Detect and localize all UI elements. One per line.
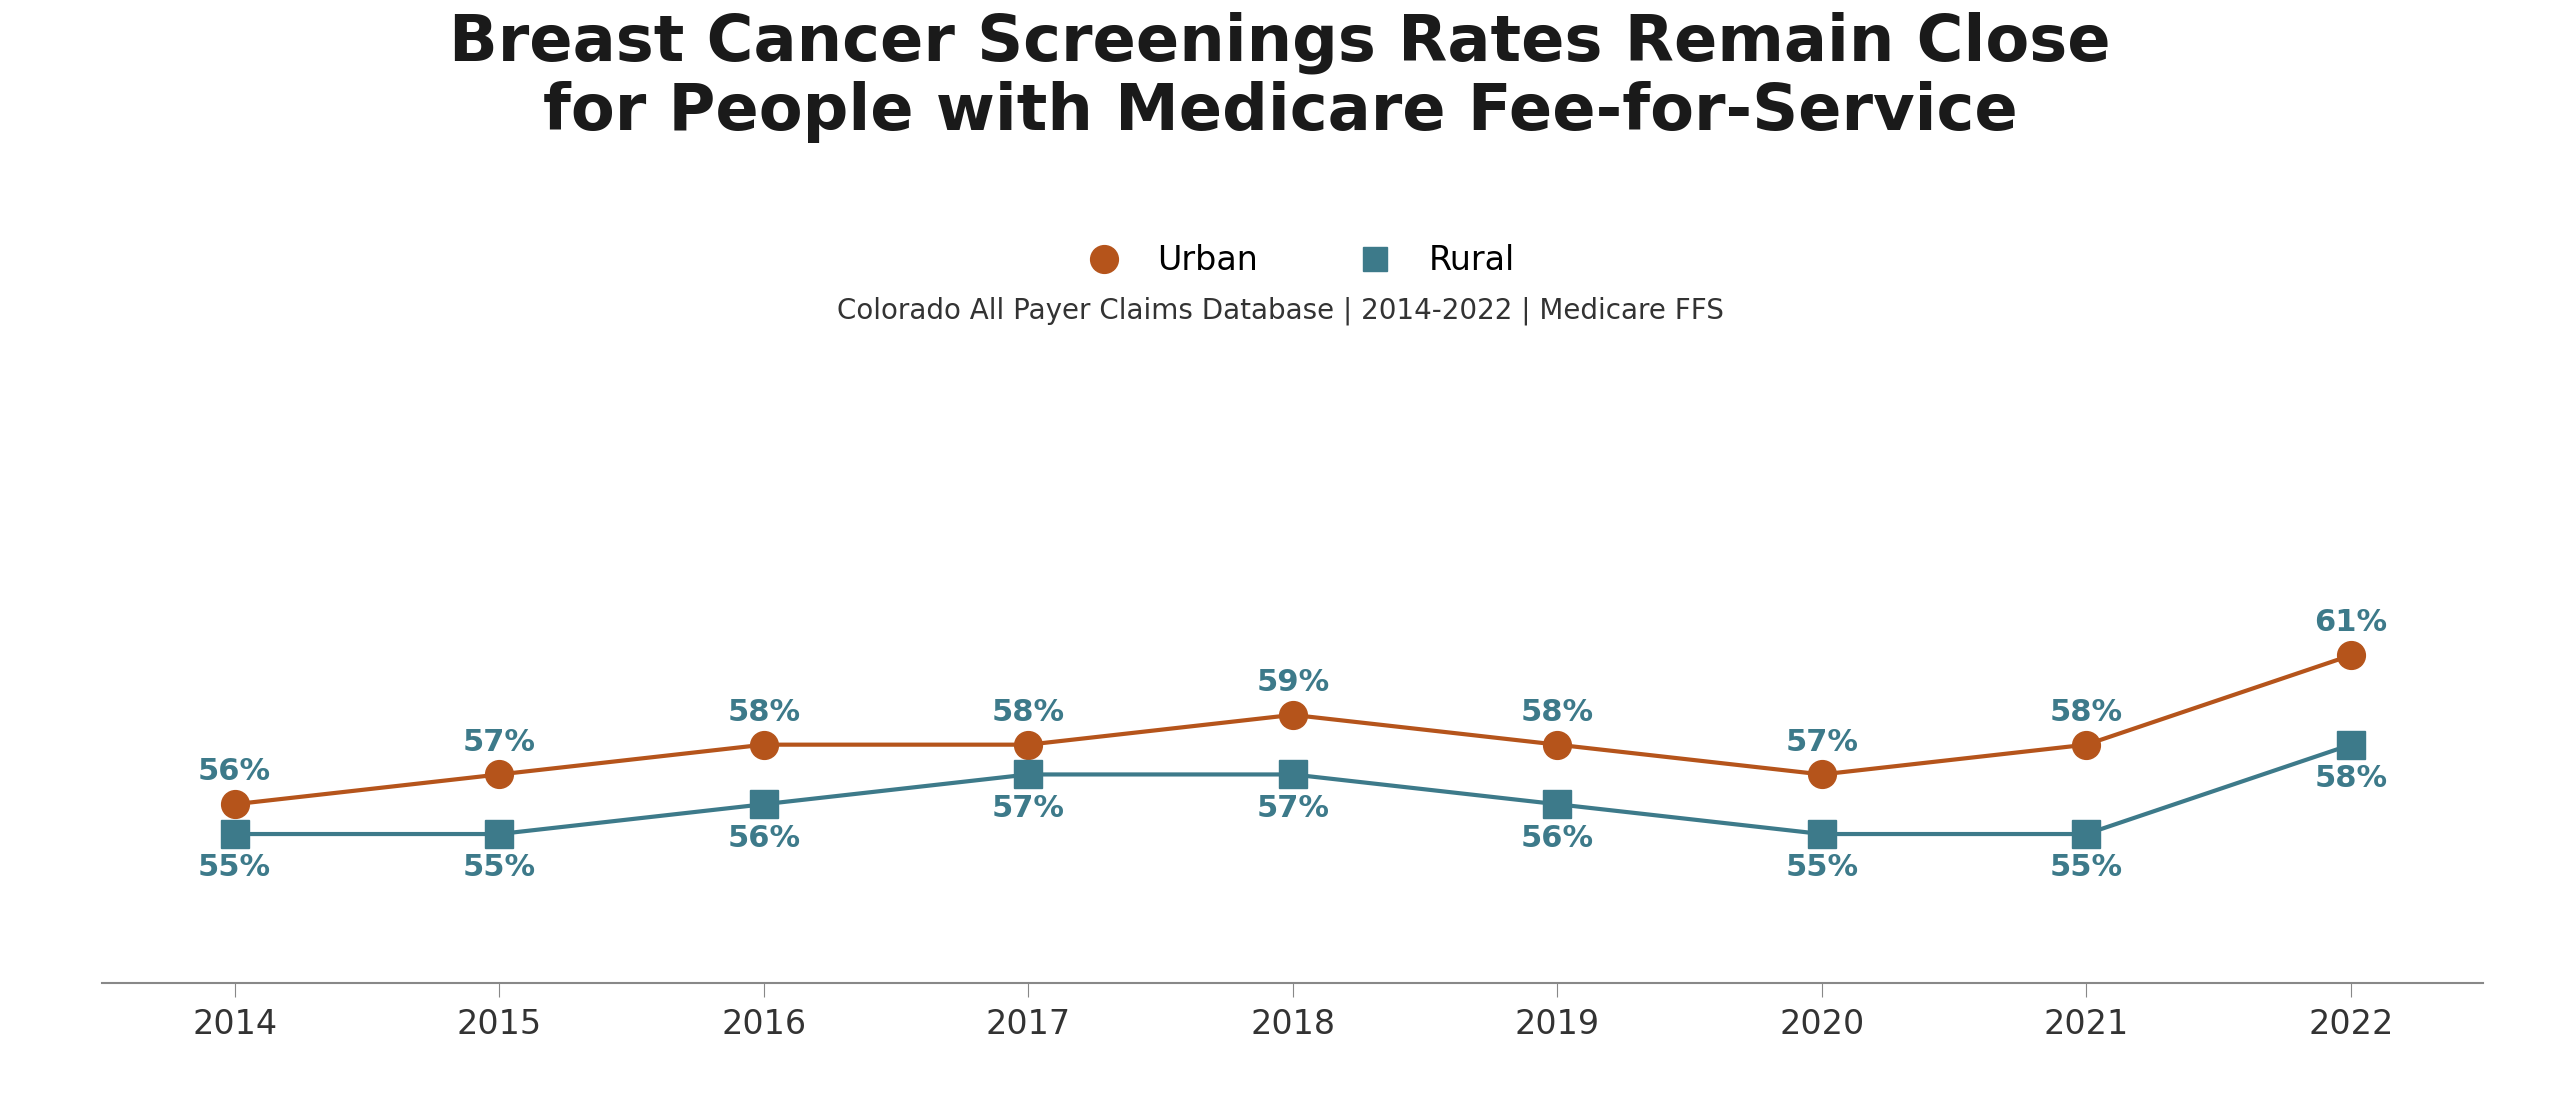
- Text: Breast Cancer Screenings Rates Remain Close
for People with Medicare Fee-for-Ser: Breast Cancer Screenings Rates Remain Cl…: [448, 11, 2112, 143]
- Text: 56%: 56%: [1521, 823, 1595, 852]
- Text: 57%: 57%: [991, 794, 1065, 823]
- Text: 59%: 59%: [1257, 668, 1329, 697]
- Text: 58%: 58%: [1521, 698, 1595, 727]
- Text: 58%: 58%: [727, 698, 801, 727]
- Legend: Urban, Rural: Urban, Rural: [1057, 231, 1528, 290]
- Text: 58%: 58%: [2051, 698, 2122, 727]
- Text: 55%: 55%: [1784, 853, 1859, 882]
- Text: 55%: 55%: [197, 853, 271, 882]
- Text: 61%: 61%: [2314, 609, 2388, 638]
- Text: Colorado All Payer Claims Database | 2014-2022 | Medicare FFS: Colorado All Payer Claims Database | 201…: [837, 296, 1723, 325]
- Text: 55%: 55%: [463, 853, 535, 882]
- Text: 57%: 57%: [1784, 727, 1859, 756]
- Text: 58%: 58%: [2314, 764, 2388, 793]
- Text: 57%: 57%: [463, 727, 535, 756]
- Text: 56%: 56%: [197, 757, 271, 786]
- Text: 56%: 56%: [727, 823, 801, 852]
- Text: 55%: 55%: [2051, 853, 2122, 882]
- Text: 58%: 58%: [991, 698, 1065, 727]
- Text: 57%: 57%: [1257, 794, 1329, 823]
